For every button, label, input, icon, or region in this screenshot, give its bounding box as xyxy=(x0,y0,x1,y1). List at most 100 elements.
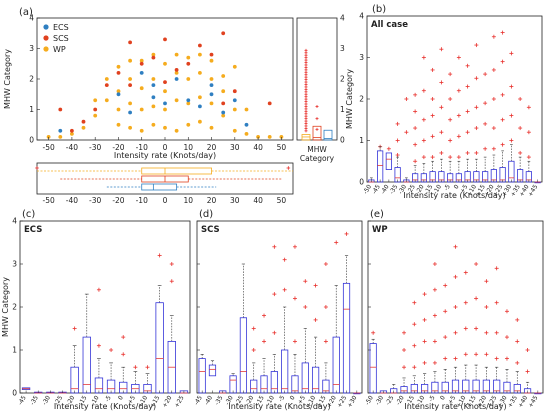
bottom-box-wp xyxy=(141,167,212,175)
box-d xyxy=(229,375,237,394)
outlier-e xyxy=(494,356,499,361)
outlier-b xyxy=(491,67,496,72)
scatter-point-wp xyxy=(221,89,226,94)
outlier-e xyxy=(494,330,499,335)
outlier-b xyxy=(509,51,514,56)
x-tick-label-d: -15 xyxy=(255,394,266,406)
outlier-b xyxy=(430,155,435,160)
scatter-point-ecs xyxy=(116,92,121,97)
scatter-point-wp xyxy=(128,125,133,130)
outlier-b xyxy=(404,130,409,135)
outlier-b xyxy=(526,130,531,135)
outlier-c xyxy=(72,326,77,331)
scatter-point-wp xyxy=(116,64,121,69)
scatter-point-scs xyxy=(128,83,133,87)
scatter-point-ecs xyxy=(221,110,226,115)
side-y-tick-label: 4 xyxy=(340,14,345,23)
scatter-point-scs xyxy=(128,40,133,45)
outlier-e xyxy=(504,356,509,361)
scatter-point-wp xyxy=(151,77,156,81)
scatter-point-scs xyxy=(221,101,226,106)
box-b xyxy=(377,150,384,183)
outlier-d xyxy=(303,305,308,309)
scatter-point-wp xyxy=(174,128,179,133)
scatter-point-wp xyxy=(244,107,249,112)
scatter-point-ecs xyxy=(174,77,179,81)
x-tick-label-e: -15 xyxy=(405,394,416,406)
outlier-b xyxy=(474,150,479,155)
outlier-e xyxy=(484,330,489,335)
scatter-point-wp xyxy=(151,52,156,57)
y-tick-label-c: 1 xyxy=(12,346,17,355)
side-outlier xyxy=(315,104,319,108)
scatter-point-ecs xyxy=(151,83,156,87)
outlier-e xyxy=(432,313,437,318)
x-tick-label-e: +5 xyxy=(447,394,458,405)
outlier-b xyxy=(395,153,400,158)
x-tick-label: -50 xyxy=(43,143,55,152)
x-tick-label-c: -15 xyxy=(78,394,89,406)
box-b xyxy=(385,152,392,170)
x-tick-label-e: -30 xyxy=(374,394,385,406)
x-tick-label: 50 xyxy=(277,143,287,152)
scatter-point-wp xyxy=(116,89,121,94)
panel-d: (d) SCS-45 -40 -35 -30 -25 -20 -15 -10 -5 0 +5+10+… xyxy=(193,209,363,411)
x-tick-label-b: -20 xyxy=(415,183,426,195)
x-tick-label: 40 xyxy=(253,143,263,152)
outlier-d xyxy=(344,231,349,236)
y-tick-label-b: 3 xyxy=(359,53,364,62)
x-tick-label-c: -5 xyxy=(104,394,113,403)
scatter-y-axis-label: MHW Category xyxy=(3,49,12,109)
scatter-point-wp xyxy=(232,64,237,69)
scatter-point-wp xyxy=(186,77,191,81)
x-tick-label-c: +25 xyxy=(173,394,185,409)
scatter-point-wp xyxy=(186,101,191,106)
bottom-x-tick-label: -10 xyxy=(136,196,148,205)
x-tick-label-c: -45 xyxy=(17,394,28,406)
x-tick-label-e: -20 xyxy=(395,394,406,406)
outlier-b xyxy=(465,84,470,89)
scatter-point-ecs xyxy=(244,122,249,127)
outlier-c xyxy=(96,287,101,292)
outlier-e xyxy=(494,266,499,271)
x-tick-label-d: +30 xyxy=(346,394,358,409)
box-d xyxy=(270,371,278,394)
x-tick-label-b: -15 xyxy=(423,183,434,195)
panel-label-b: (b) xyxy=(372,4,386,15)
outlier-e xyxy=(412,343,417,348)
scatter-point-wp xyxy=(104,77,109,81)
y-axis-label-c: MHW Category xyxy=(1,277,10,337)
outlier-b xyxy=(386,146,391,151)
scatter-point-scs xyxy=(198,43,202,48)
x-tick-label: -40 xyxy=(66,143,78,152)
bottom-box-marks: -50 -40 -30 -20 -10 0 10 20 30 40 50 xyxy=(35,166,293,205)
outlier-c xyxy=(121,335,126,340)
scatter-point-wp xyxy=(209,77,214,81)
outlier-b xyxy=(518,97,523,101)
legend-marker-ecs xyxy=(43,24,49,30)
outlier-b xyxy=(491,34,496,39)
side-y-tick-label: 3 xyxy=(340,44,345,53)
scatter-point-wp xyxy=(209,125,214,130)
outlier-c xyxy=(121,352,126,357)
bottom-x-tick-label: -50 xyxy=(43,196,55,205)
outlier-d xyxy=(282,287,287,292)
outlier-d xyxy=(251,326,256,331)
panel-label-c: (c) xyxy=(22,209,35,220)
x-tick-label-c: -30 xyxy=(41,394,52,406)
scatter-point-wp xyxy=(139,58,144,63)
side-box-ecs xyxy=(323,129,333,141)
outlier-d xyxy=(272,292,277,297)
outlier-b xyxy=(430,97,435,101)
box-d xyxy=(311,366,320,394)
outlier-e xyxy=(525,369,530,374)
side-y-tick-label: 1 xyxy=(340,105,345,114)
scatter-x-ticks: -50 -40 -30 -20 -10 0 10 20 30 40 50 xyxy=(43,137,287,152)
scatter-point-wp xyxy=(70,132,74,136)
scatter-point-wp xyxy=(232,107,237,112)
bottom-x-tick-label: 50 xyxy=(277,196,287,205)
x-tick-label-d: 0 xyxy=(289,394,297,401)
outlier-e xyxy=(463,352,468,357)
outlier-b xyxy=(448,138,453,143)
outlier-e xyxy=(453,244,458,249)
